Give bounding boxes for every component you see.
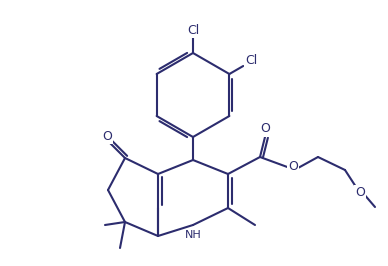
Text: Cl: Cl <box>245 55 257 68</box>
Text: O: O <box>355 185 365 198</box>
Text: O: O <box>260 123 270 135</box>
Text: O: O <box>102 130 112 143</box>
Text: Cl: Cl <box>187 23 199 36</box>
Text: NH: NH <box>185 230 201 240</box>
Text: O: O <box>288 160 298 173</box>
